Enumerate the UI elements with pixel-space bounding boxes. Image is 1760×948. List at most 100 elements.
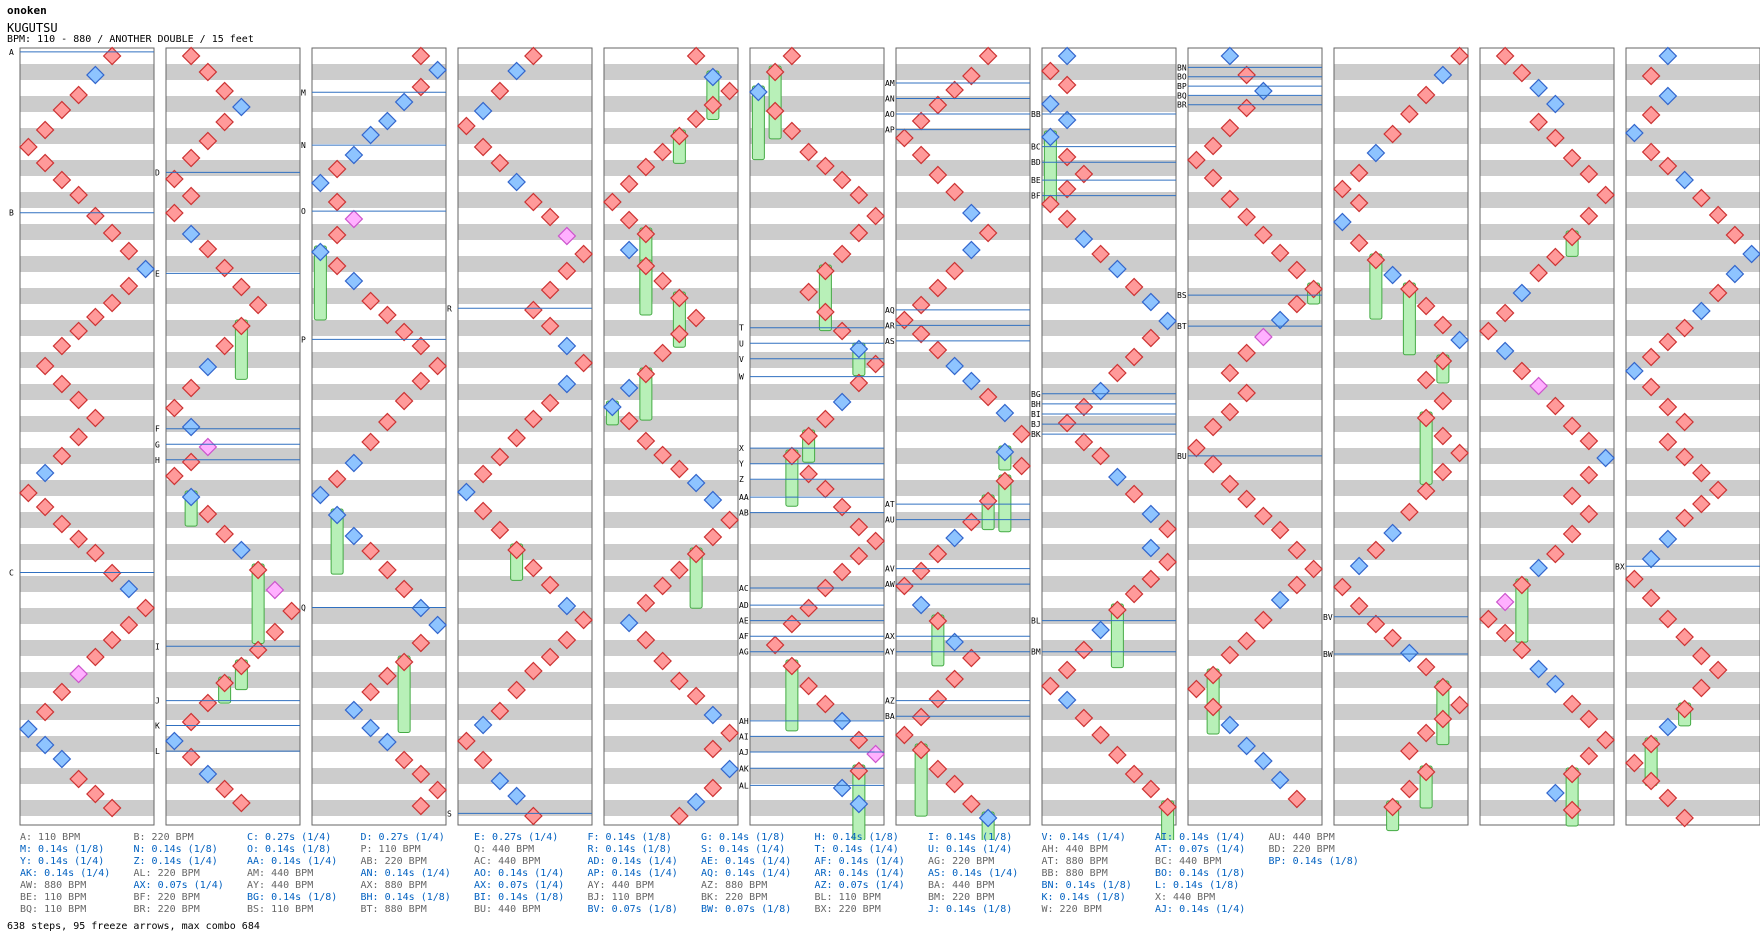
marker-label: AY bbox=[885, 648, 895, 657]
legend-item: AJ: 0.14s (1/4) bbox=[1155, 904, 1246, 915]
step-arrow bbox=[557, 336, 577, 356]
step-arrow bbox=[1479, 321, 1498, 341]
step-arrow bbox=[911, 740, 931, 760]
legend-item: J: 0.14s (1/8) bbox=[928, 904, 1013, 915]
step-arrow bbox=[866, 354, 885, 374]
marker-label: AA bbox=[739, 493, 749, 502]
step-arrow bbox=[428, 60, 447, 80]
step-arrow bbox=[1675, 318, 1694, 338]
step-arrow bbox=[1237, 736, 1256, 756]
step-arrow bbox=[1641, 105, 1661, 125]
step-arrow bbox=[1416, 370, 1436, 390]
step-arrow bbox=[473, 715, 493, 735]
freeze-arrow bbox=[605, 400, 619, 426]
marker-label: BC bbox=[1031, 143, 1041, 152]
legend-item: AD: 0.14s (1/4) bbox=[587, 856, 678, 867]
step-arrow bbox=[1141, 292, 1161, 312]
step-arrow bbox=[849, 339, 869, 359]
step-arrow bbox=[69, 390, 88, 410]
step-arrow bbox=[1158, 519, 1177, 539]
step-arrow bbox=[35, 497, 55, 517]
step-arrow bbox=[962, 240, 981, 260]
step-arrow bbox=[1124, 277, 1144, 297]
step-arrow bbox=[248, 560, 268, 580]
step-arrow bbox=[1383, 628, 1402, 648]
step-arrow bbox=[69, 427, 88, 447]
marker-label: R bbox=[447, 304, 452, 313]
step-arrow bbox=[703, 67, 723, 87]
step-arrow bbox=[1433, 709, 1453, 729]
step-arrow bbox=[1057, 75, 1077, 95]
legend-item: AS: 0.14s (1/4) bbox=[928, 868, 1019, 879]
freeze-arrow bbox=[785, 449, 799, 507]
step-arrow bbox=[1641, 377, 1661, 397]
legend-item: AE: 0.14s (1/4) bbox=[701, 856, 792, 867]
freeze-arrow bbox=[639, 227, 653, 304]
marker-label: BH bbox=[1031, 400, 1041, 409]
step-arrow bbox=[1675, 412, 1694, 432]
legend-item: AM: 440 BPM bbox=[247, 868, 314, 879]
marker-label: P bbox=[301, 335, 306, 344]
step-arrow bbox=[911, 145, 931, 165]
step-arrow bbox=[69, 185, 88, 205]
step-arrow bbox=[574, 610, 593, 630]
step-arrow bbox=[119, 615, 139, 635]
step-arrow bbox=[1562, 227, 1582, 247]
step-arrow bbox=[1529, 659, 1548, 679]
step-arrow bbox=[1074, 397, 1094, 417]
step-arrow bbox=[1641, 771, 1661, 791]
step-arrow bbox=[945, 356, 964, 376]
step-arrow bbox=[507, 786, 526, 806]
freeze-arrow bbox=[914, 743, 928, 817]
step-arrow bbox=[574, 244, 593, 264]
step-arrow bbox=[995, 442, 1015, 462]
freeze-arrow bbox=[1419, 765, 1433, 809]
step-arrow bbox=[394, 579, 414, 599]
step-arrow bbox=[1091, 381, 1110, 401]
step-arrow bbox=[636, 364, 656, 384]
marker-label: BO bbox=[1177, 73, 1187, 82]
step-arrow bbox=[1579, 431, 1599, 451]
step-arrow bbox=[311, 242, 330, 262]
legend-item: H: 0.14s (1/8) bbox=[814, 832, 899, 843]
step-arrow bbox=[52, 100, 72, 120]
marker-label: AR bbox=[885, 321, 895, 330]
step-arrow bbox=[1270, 310, 1290, 330]
step-arrow bbox=[327, 505, 347, 525]
chart-column bbox=[1187, 46, 1323, 826]
chart-column bbox=[165, 46, 301, 826]
step-arrow bbox=[720, 723, 739, 743]
step-arrow bbox=[344, 453, 364, 473]
legend-item: BN: 0.14s (1/8) bbox=[1041, 880, 1132, 891]
step-arrow bbox=[686, 473, 706, 493]
step-arrow bbox=[1270, 590, 1290, 610]
step-arrow bbox=[1349, 556, 1369, 576]
legend-item: AZ: 880 BPM bbox=[701, 880, 768, 891]
step-arrow bbox=[394, 750, 414, 770]
step-arrow bbox=[1057, 110, 1077, 130]
legend-item: AI: 0.14s (1/4) bbox=[1155, 832, 1246, 843]
step-arrow bbox=[782, 46, 802, 66]
step-arrow bbox=[52, 514, 72, 534]
marker-label: BK bbox=[1031, 430, 1041, 439]
step-arrow bbox=[1433, 426, 1453, 446]
step-arrow bbox=[1187, 150, 1206, 170]
step-arrow bbox=[215, 779, 234, 799]
step-arrow bbox=[1529, 376, 1548, 396]
step-arrow bbox=[1658, 332, 1678, 352]
step-arrow bbox=[928, 95, 948, 115]
step-arrow bbox=[995, 403, 1015, 423]
step-arrow bbox=[378, 305, 397, 325]
step-arrow bbox=[832, 392, 852, 412]
step-arrow bbox=[394, 92, 414, 112]
marker-label: BT bbox=[1177, 322, 1187, 331]
step-arrow bbox=[1254, 81, 1273, 101]
step-arrow bbox=[1270, 243, 1290, 263]
step-arrow bbox=[1675, 170, 1694, 190]
step-arrow bbox=[378, 412, 397, 432]
step-arrow bbox=[102, 223, 122, 243]
step-arrow bbox=[1091, 620, 1110, 640]
step-arrow bbox=[1495, 46, 1515, 66]
step-arrow bbox=[1057, 46, 1077, 66]
step-arrow bbox=[1141, 569, 1161, 589]
